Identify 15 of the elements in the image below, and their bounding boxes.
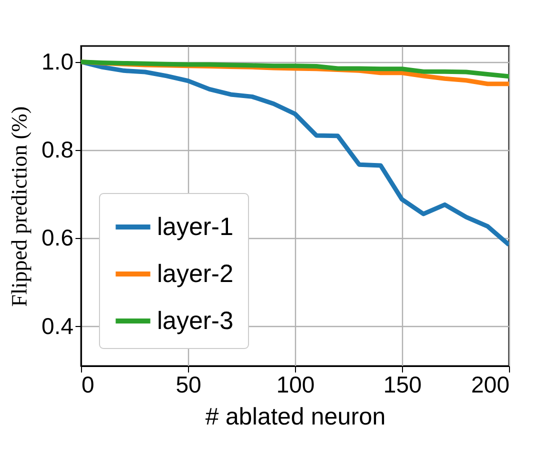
x-tick-label: 50 (176, 372, 202, 398)
x-tick-label: 150 (383, 372, 422, 398)
x-axis-title: # ablated neuron (205, 404, 386, 430)
x-tick-label: 0 (82, 372, 94, 398)
x-tick-label: 100 (276, 372, 315, 398)
x-tick-label: 200 (471, 372, 510, 398)
y-tick-label: 0.4 (42, 312, 74, 339)
legend-label: layer-2 (157, 260, 234, 288)
legend-label: layer-1 (157, 213, 234, 241)
y-tick-label: 0.6 (42, 224, 74, 251)
y-axis-title: Flipped prediction (%) (6, 106, 32, 307)
y-tick-label: 0.8 (42, 136, 74, 163)
legend-label: layer-3 (157, 307, 234, 335)
y-tick-label: 1.0 (42, 48, 74, 74)
line-series (81, 60, 509, 79)
